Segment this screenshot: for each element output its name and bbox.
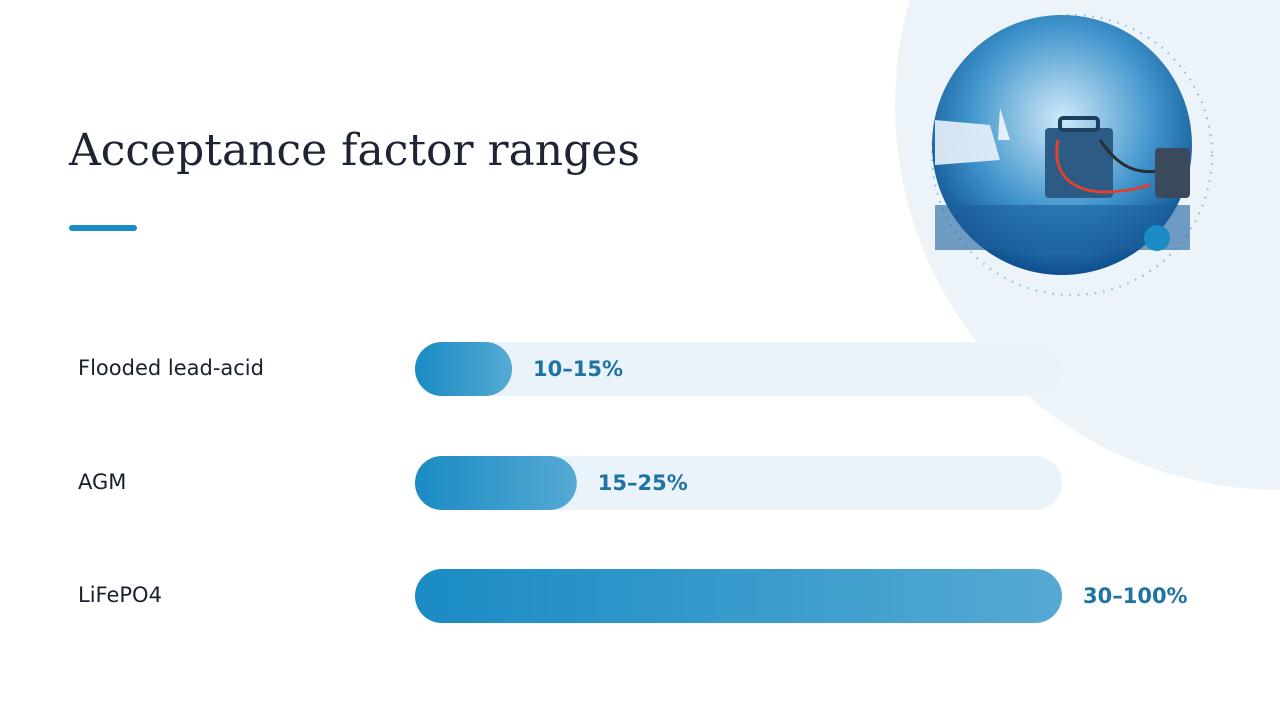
category-label: Flooded lead-acid xyxy=(78,356,264,380)
value-label: 30–100% xyxy=(1083,584,1188,608)
category-label: AGM xyxy=(78,470,126,494)
sailboat xyxy=(998,108,1010,140)
bar-track xyxy=(415,342,1062,396)
bar xyxy=(415,456,577,510)
category-label: LiFePO4 xyxy=(78,583,162,607)
battery xyxy=(1045,128,1113,198)
bar xyxy=(415,569,1062,623)
chart-title: Acceptance factor ranges xyxy=(68,125,640,176)
boat xyxy=(935,120,1000,165)
value-label: 15–25% xyxy=(598,471,688,495)
title-underline xyxy=(69,225,137,231)
bar xyxy=(415,342,513,396)
illustration xyxy=(931,14,1213,296)
dotted-ring xyxy=(931,14,1213,296)
accent-dot xyxy=(1144,225,1170,251)
charger xyxy=(1155,148,1190,198)
battery-handle xyxy=(1058,116,1100,132)
value-label: 10–15% xyxy=(533,357,623,381)
cable xyxy=(1055,139,1151,194)
bar-track xyxy=(415,456,1062,510)
